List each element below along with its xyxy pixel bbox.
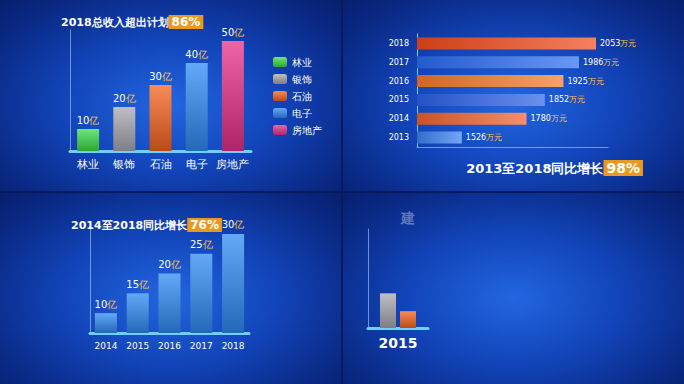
svg-text:2013: 2013 [389,133,409,142]
svg-text:2015: 2015 [379,335,418,351]
svg-text:万元: 万元 [588,77,604,86]
svg-text:电子: 电子 [292,108,312,119]
svg-text:亿: 亿 [88,115,99,126]
svg-text:50: 50 [222,27,235,38]
svg-text:1526: 1526 [466,133,486,142]
svg-text:2016: 2016 [389,77,409,86]
svg-text:电子: 电子 [186,158,208,171]
svg-text:亿: 亿 [125,93,136,104]
svg-text:亿: 亿 [233,27,244,38]
svg-text:10: 10 [95,299,108,310]
svg-text:万元: 万元 [603,58,619,67]
svg-text:房地产: 房地产 [292,125,322,136]
svg-text:30: 30 [149,71,162,82]
svg-text:20: 20 [158,259,171,270]
svg-text:万元: 万元 [551,114,567,123]
svg-text:万元: 万元 [486,133,502,142]
svg-text:亿: 亿 [170,259,181,270]
svg-text:2014: 2014 [389,114,409,123]
svg-text:40: 40 [185,49,198,60]
svg-text:1852: 1852 [549,95,569,104]
svg-text:15: 15 [126,279,139,290]
svg-text:建: 建 [400,210,415,226]
svg-text:2015: 2015 [126,341,149,351]
svg-text:10: 10 [77,115,90,126]
svg-text:2017: 2017 [190,341,213,351]
svg-text:2017: 2017 [389,58,409,67]
svg-text:2018: 2018 [222,341,245,351]
svg-text:亿: 亿 [106,299,117,310]
svg-text:98%: 98% [606,160,640,176]
svg-text:林业: 林业 [76,158,99,171]
svg-text:林业: 林业 [291,57,312,68]
svg-text:石油: 石油 [292,91,312,102]
svg-text:25: 25 [190,239,203,250]
svg-text:2014: 2014 [94,341,117,351]
svg-text:1780: 1780 [531,114,551,123]
svg-text:20: 20 [113,93,126,104]
svg-text:2016: 2016 [158,341,181,351]
svg-text:万元: 万元 [569,95,585,104]
svg-text:2018总收入超出计划: 2018总收入超出计划 [61,16,169,29]
svg-text:30: 30 [222,219,235,230]
svg-text:亿: 亿 [197,49,208,60]
svg-text:亿: 亿 [233,219,244,230]
svg-text:2014至2018同比增长: 2014至2018同比增长 [71,219,188,232]
svg-text:76%: 76% [190,218,219,232]
svg-text:2013至2018同比增长: 2013至2018同比增长 [466,161,604,176]
svg-text:亿: 亿 [161,71,172,82]
svg-text:2015: 2015 [389,95,409,104]
svg-text:银饰: 银饰 [112,158,135,171]
svg-text:2053: 2053 [600,39,620,48]
svg-text:1925: 1925 [567,77,587,86]
svg-text:亿: 亿 [138,279,149,290]
svg-text:86%: 86% [172,15,201,29]
svg-text:1986: 1986 [583,58,603,67]
svg-text:房地产: 房地产 [216,158,249,171]
svg-text:万元: 万元 [620,39,636,48]
svg-text:银饰: 银饰 [291,74,312,85]
svg-text:石油: 石油 [150,158,172,171]
svg-text:2018: 2018 [389,39,409,48]
svg-text:亿: 亿 [202,239,213,250]
